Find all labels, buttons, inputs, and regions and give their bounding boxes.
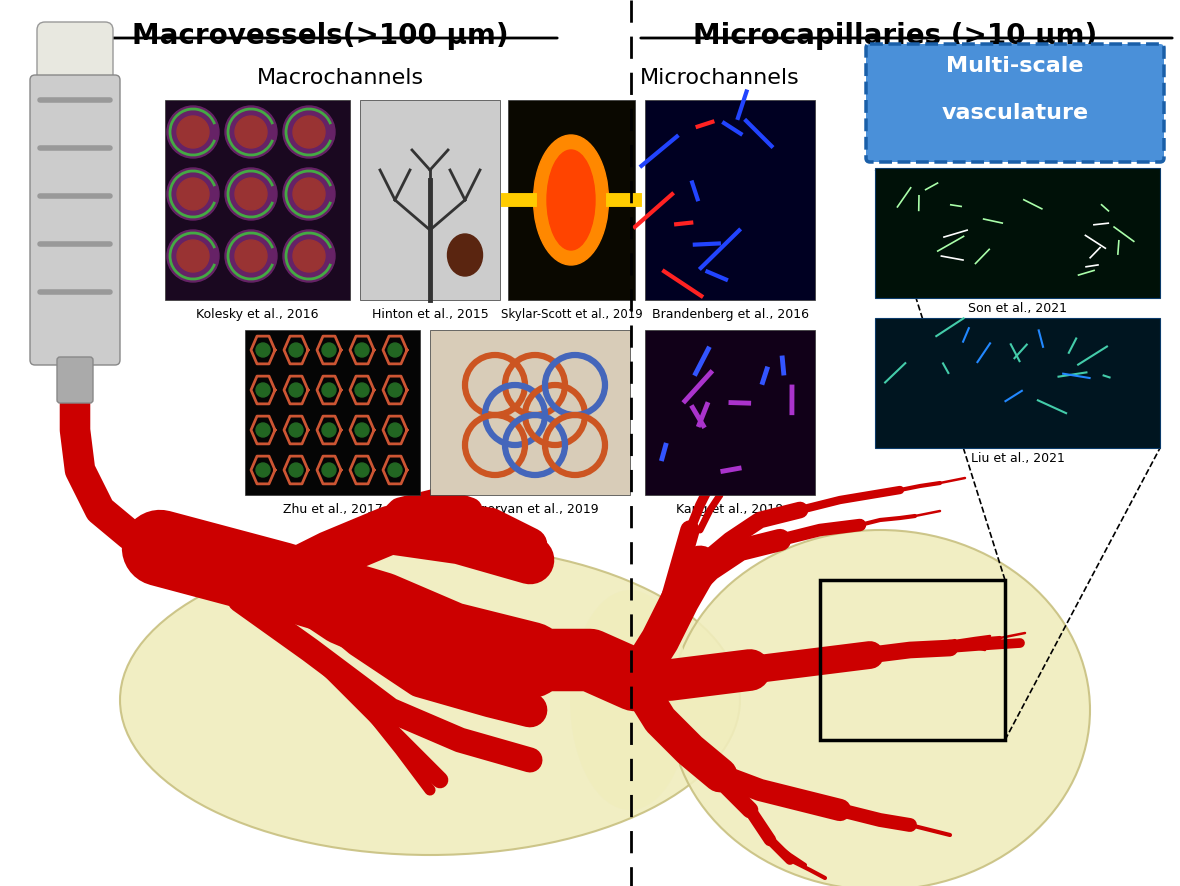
Text: Zhu et al., 2017: Zhu et al., 2017 [282,503,382,516]
Circle shape [168,168,219,220]
Text: Multi-scale: Multi-scale [946,56,1083,76]
Ellipse shape [533,135,609,265]
Ellipse shape [548,150,595,250]
Bar [245,330,420,495]
FancyBboxPatch shape [37,22,113,93]
Circle shape [355,463,369,477]
FancyBboxPatch shape [866,44,1163,162]
Circle shape [168,230,219,282]
Circle shape [283,168,335,220]
Circle shape [388,343,402,357]
Circle shape [235,240,267,272]
Circle shape [225,230,277,282]
Bar [645,330,815,495]
Circle shape [235,116,267,148]
Bar [165,100,350,300]
Circle shape [293,116,324,148]
Circle shape [322,423,336,437]
Circle shape [322,343,336,357]
Bar [360,100,500,300]
Bar [876,318,1160,448]
Circle shape [289,463,303,477]
Circle shape [256,463,270,477]
Text: Macrochannels: Macrochannels [256,68,424,88]
Text: Microcapillaries (>10 μm): Microcapillaries (>10 μm) [693,22,1097,50]
Text: Grigoryan et al., 2019: Grigoryan et al., 2019 [461,503,598,516]
Bar [509,100,635,300]
Circle shape [322,383,336,397]
Circle shape [388,383,402,397]
Text: Skylar-Scott et al., 2019: Skylar-Scott et al., 2019 [500,308,642,321]
Circle shape [177,178,209,210]
Circle shape [289,423,303,437]
Circle shape [225,106,277,158]
Circle shape [256,343,270,357]
Circle shape [293,178,324,210]
Circle shape [256,423,270,437]
Bar [876,168,1160,298]
Circle shape [355,343,369,357]
Circle shape [177,116,209,148]
Text: Microchannels: Microchannels [640,68,800,88]
Circle shape [256,383,270,397]
Circle shape [293,240,324,272]
Circle shape [388,463,402,477]
Text: Son et al., 2021: Son et al., 2021 [968,302,1067,315]
Ellipse shape [120,545,740,855]
Text: Liu et al., 2021: Liu et al., 2021 [971,452,1064,465]
Circle shape [355,383,369,397]
Bar [645,100,815,300]
Bar [430,330,630,495]
Circle shape [168,106,219,158]
Circle shape [322,463,336,477]
Ellipse shape [447,234,483,276]
Ellipse shape [670,530,1090,886]
Circle shape [235,178,267,210]
Text: Brandenberg et al., 2016: Brandenberg et al., 2016 [651,308,808,321]
Circle shape [355,423,369,437]
Text: vasculature: vasculature [942,103,1089,123]
Circle shape [388,423,402,437]
Circle shape [177,240,209,272]
Circle shape [289,343,303,357]
Circle shape [283,106,335,158]
Text: Kolesky et al., 2016: Kolesky et al., 2016 [196,308,319,321]
FancyBboxPatch shape [30,75,120,365]
Text: Macrovessels(>100 μm): Macrovessels(>100 μm) [132,22,509,50]
FancyBboxPatch shape [57,357,93,403]
Bar [820,580,1005,740]
Circle shape [283,230,335,282]
Ellipse shape [570,590,690,810]
Circle shape [289,383,303,397]
Text: Kang et al., 2018: Kang et al., 2018 [676,503,784,516]
Text: Hinton et al., 2015: Hinton et al., 2015 [372,308,489,321]
Circle shape [225,168,277,220]
